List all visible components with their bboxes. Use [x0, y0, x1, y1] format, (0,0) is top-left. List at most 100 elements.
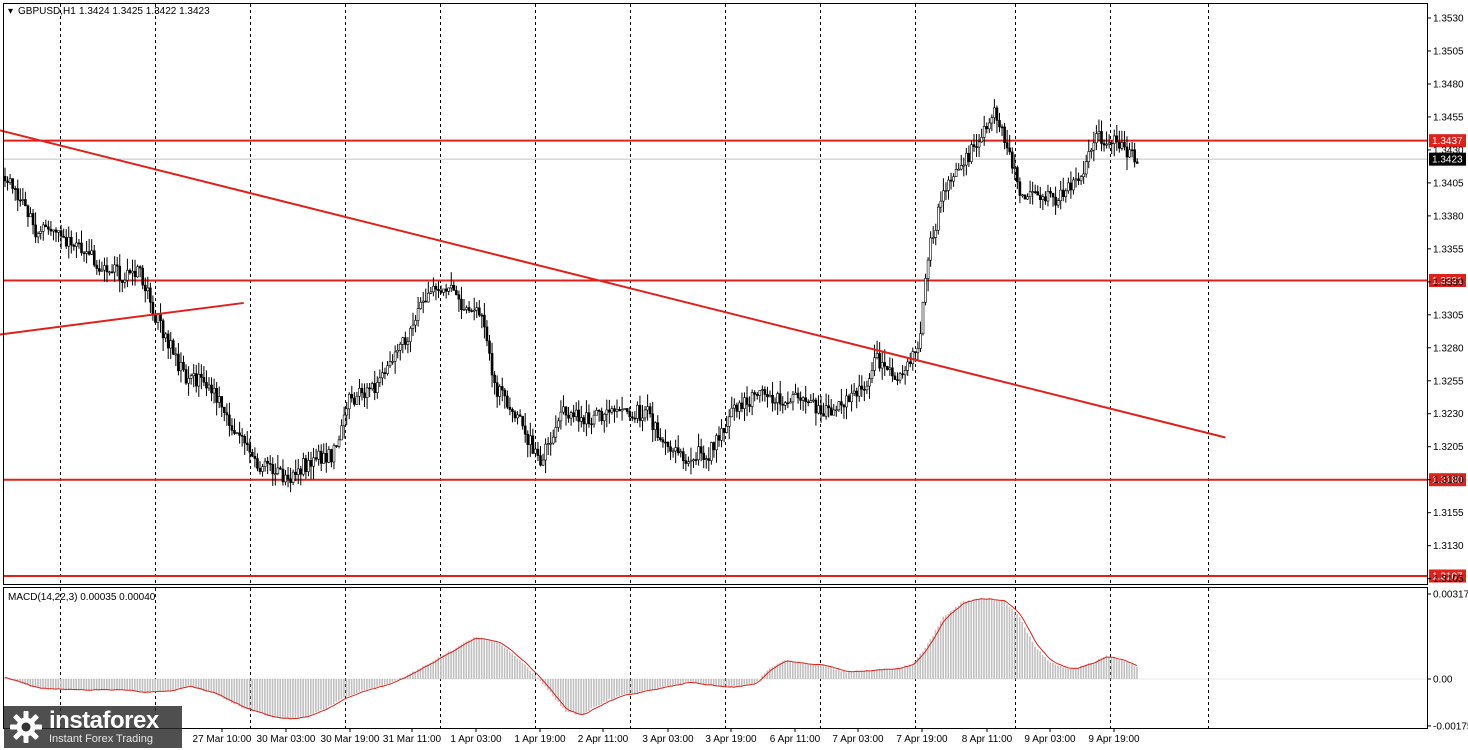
candle-bearish	[883, 362, 887, 367]
macd-histogram-bar	[327, 679, 330, 707]
macd-histogram-bar	[988, 598, 990, 679]
macd-histogram-bar	[832, 668, 835, 679]
macd-histogram-bar	[83, 679, 85, 691]
instaforex-logo[interactable]: instaforex Instant Forex Trading	[4, 706, 182, 748]
macd-histogram-bar	[822, 665, 825, 679]
macd-histogram-bar	[682, 679, 684, 684]
candle-bearish	[1023, 194, 1027, 200]
candle-bullish	[442, 288, 445, 293]
candle-bullish	[197, 374, 201, 387]
macd-histogram-bar	[748, 679, 751, 685]
macd-histogram-bar	[812, 664, 814, 679]
macd-histogram-bar	[34, 679, 37, 688]
macd-histogram-bar	[855, 670, 858, 679]
macd-histogram-bar	[463, 642, 465, 679]
macd-histogram-bar	[442, 654, 445, 679]
macd-histogram-bar	[753, 679, 756, 684]
macd-histogram-bar	[445, 653, 447, 679]
macd-histogram-bar	[1029, 636, 1031, 679]
candle-bullish	[1074, 178, 1078, 181]
candle-bearish	[18, 199, 22, 202]
macd-histogram-bar	[794, 662, 797, 679]
macd-histogram-bar	[310, 679, 312, 715]
macd-histogram-bar	[164, 679, 167, 691]
candle-bearish	[1135, 161, 1139, 164]
candle-bullish	[386, 365, 389, 374]
candle-bearish	[822, 413, 825, 417]
candle-bullish	[834, 409, 838, 412]
macd-histogram-bar	[70, 679, 72, 690]
macd-histogram-bar	[896, 668, 899, 679]
candle-bullish	[758, 390, 762, 396]
macd-histogram-bar	[914, 661, 916, 679]
candle-bullish	[732, 404, 736, 409]
candle-bearish	[324, 453, 328, 463]
x-axis-tick-label: 7 Apr 19:00	[896, 734, 948, 745]
macd-histogram-bar	[766, 670, 769, 679]
macd-histogram-bar	[667, 679, 669, 687]
macd-histogram-bar	[44, 679, 47, 689]
macd-histogram-bar	[210, 679, 213, 693]
candle-bearish	[914, 351, 917, 353]
macd-histogram-bar	[144, 679, 146, 693]
current-price-tag	[1429, 152, 1466, 166]
macd-histogram-bar	[1092, 662, 1095, 679]
candle-bearish	[814, 399, 818, 414]
candle-bullish	[962, 164, 966, 167]
macd-histogram-bar	[195, 679, 197, 689]
candle-bearish	[194, 373, 198, 387]
candle-bearish	[860, 385, 864, 390]
candle-bullish	[939, 200, 943, 208]
macd-histogram-bar	[893, 668, 896, 679]
candle-bearish	[184, 369, 188, 384]
candle-bullish	[768, 394, 772, 398]
candle-bearish	[70, 236, 73, 246]
instaforex-gear-icon	[9, 710, 43, 744]
candle-bearish	[444, 288, 448, 292]
macd-histogram-bar	[980, 598, 983, 679]
candle-bullish	[824, 405, 828, 417]
candle-bearish	[1061, 189, 1065, 197]
macd-histogram-bar	[1057, 665, 1059, 679]
macd-histogram-bar	[1097, 658, 1100, 679]
macd-histogram-bar	[1105, 655, 1108, 679]
macd-histogram-bar	[1064, 667, 1067, 679]
candle-bullish	[8, 178, 12, 183]
chart-title-arrow[interactable]: ▾	[8, 6, 13, 17]
macd-histogram-bar	[9, 679, 11, 681]
macd-histogram-bar	[993, 600, 995, 679]
macd-histogram-bar	[287, 679, 289, 719]
macd-signal-line	[4, 598, 1138, 720]
candle-bearish	[572, 412, 575, 417]
candle-bullish	[355, 395, 359, 405]
candle-bearish	[722, 428, 726, 433]
macd-histogram-bar	[868, 671, 871, 679]
candle-bullish	[411, 324, 415, 329]
macd-histogram-bar	[383, 679, 386, 685]
candle-bearish	[804, 397, 808, 403]
macd-histogram-bar	[932, 635, 934, 679]
candle-bearish	[1003, 126, 1006, 143]
macd-histogram-bar	[396, 679, 399, 680]
candle-bullish	[276, 467, 280, 474]
candle-bearish	[437, 289, 440, 291]
candle-bullish	[52, 229, 55, 232]
candle-bullish	[562, 406, 565, 413]
macd-histogram-bar	[633, 679, 636, 694]
candle-bearish	[281, 468, 285, 483]
candle-bearish	[1115, 135, 1119, 143]
macd-histogram-bar	[16, 679, 19, 682]
x-axis-tick-label: 30 Mar 03:00	[257, 734, 316, 745]
candle-bullish	[541, 459, 545, 466]
candle-bearish	[1016, 167, 1019, 183]
candle-bullish	[952, 176, 955, 182]
macd-histogram-bar	[271, 679, 274, 718]
macd-histogram-bar	[434, 659, 437, 679]
macd-histogram-bar	[432, 661, 434, 679]
candle-bullish	[447, 287, 451, 292]
macd-histogram-bar	[636, 679, 638, 694]
macd-histogram-bar	[77, 679, 80, 691]
candle-bullish	[921, 302, 925, 335]
candle-bullish	[875, 353, 879, 359]
macd-histogram-bar	[368, 679, 371, 689]
